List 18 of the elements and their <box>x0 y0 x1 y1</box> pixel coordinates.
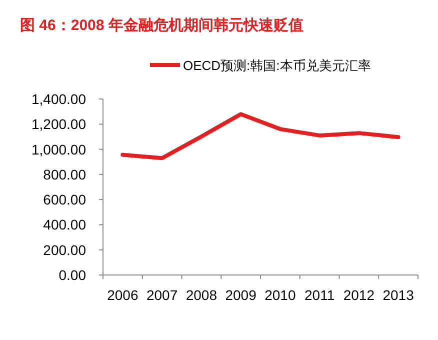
y-tick-label: 1,000.00 <box>32 141 86 158</box>
x-tick-label: 2010 <box>264 287 296 303</box>
y-tick-label: 1,400.00 <box>32 91 86 107</box>
chart-title: 图 46：2008 年金融危机期间韩元快速贬值 <box>20 17 304 34</box>
x-tick-label: 2011 <box>304 287 335 303</box>
y-tick-label: 0.00 <box>58 267 86 283</box>
x-tick-label: 2006 <box>107 287 138 303</box>
y-tick-label: 800.00 <box>43 166 86 182</box>
x-tick-label: 2008 <box>186 287 218 303</box>
y-tick-label: 200.00 <box>43 242 86 258</box>
y-tick-label: 400.00 <box>43 216 86 233</box>
legend-label: OECD预测:韩国:本币兑美元汇率 <box>183 58 371 73</box>
y-tick-label: 600.00 <box>43 192 86 208</box>
x-tick-label: 2009 <box>225 287 257 303</box>
x-tick-label: 2013 <box>382 287 414 303</box>
x-tick-label: 2007 <box>146 287 178 303</box>
x-tick-label: 2012 <box>343 287 375 303</box>
y-tick-label: 1,200.00 <box>32 116 86 132</box>
